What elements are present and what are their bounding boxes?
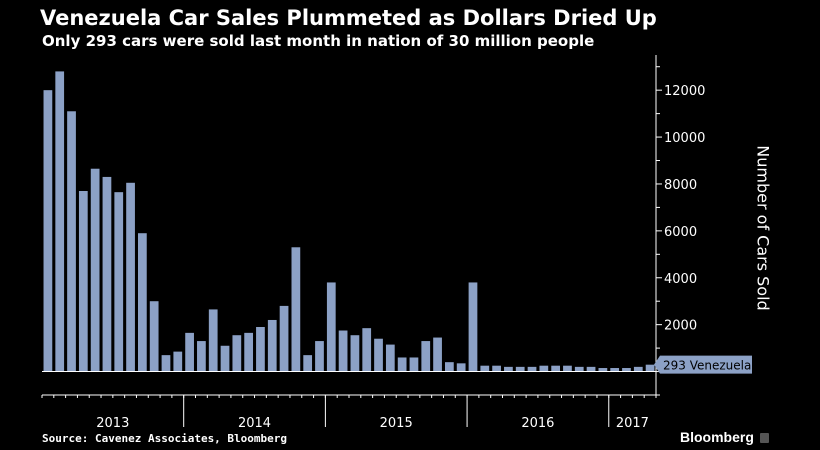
bloomberg-logo: Bloomberg xyxy=(680,429,754,445)
bar xyxy=(78,191,88,372)
bar xyxy=(445,362,454,372)
y-tick-label: 2000 xyxy=(664,319,697,334)
bar xyxy=(232,335,242,372)
bar xyxy=(326,282,336,372)
bar xyxy=(102,176,112,372)
bar xyxy=(362,328,372,372)
bar xyxy=(515,366,525,372)
bar xyxy=(161,355,171,372)
bar xyxy=(421,341,431,372)
bar xyxy=(303,355,313,372)
bar xyxy=(67,111,76,372)
y-tick-label: 8000 xyxy=(664,178,697,193)
bar xyxy=(610,368,620,372)
bar xyxy=(114,192,124,372)
bar xyxy=(551,365,561,372)
y-tick-label: 10000 xyxy=(664,131,705,146)
bar xyxy=(433,337,442,372)
bar xyxy=(574,366,584,372)
bar xyxy=(291,247,301,372)
bar xyxy=(256,327,265,372)
bar xyxy=(456,363,466,372)
x-tick-label: 2016 xyxy=(521,416,554,431)
bar xyxy=(480,365,490,372)
bar xyxy=(208,309,218,372)
bar xyxy=(90,168,100,372)
y-tick-label: 12000 xyxy=(664,84,705,99)
bar xyxy=(622,368,631,372)
bar xyxy=(409,357,419,372)
bar xyxy=(244,332,254,372)
bar xyxy=(43,90,53,372)
y-tick-label: 4000 xyxy=(664,272,697,287)
bar xyxy=(220,345,230,372)
bar xyxy=(374,338,383,372)
bar xyxy=(338,330,348,372)
bloomberg-chart-icon xyxy=(760,433,769,443)
bar xyxy=(279,305,289,372)
bar xyxy=(315,341,324,372)
callout-box xyxy=(654,355,752,374)
x-tick-label: 2015 xyxy=(380,416,413,431)
bar xyxy=(138,233,147,372)
y-tick-label: 6000 xyxy=(664,225,697,240)
bar xyxy=(397,357,407,372)
bar xyxy=(267,319,277,372)
source-note: Source: Cavenez Associates, Bloomberg xyxy=(42,432,288,445)
bar xyxy=(468,282,478,372)
bar xyxy=(173,351,183,372)
y-axis-label: Number of Cars Sold xyxy=(753,145,773,311)
bar xyxy=(350,335,360,372)
bar xyxy=(527,366,537,372)
x-tick-label: 2017 xyxy=(616,416,649,431)
bar xyxy=(492,365,501,372)
x-tick-label: 2014 xyxy=(238,416,271,431)
x-tick-label: 2013 xyxy=(96,416,129,431)
chart-subtitle: Only 293 cars were sold last month in na… xyxy=(42,32,595,50)
bar xyxy=(598,368,608,372)
chart-title: Venezuela Car Sales Plummeted as Dollars… xyxy=(40,6,657,30)
bar xyxy=(586,366,596,372)
bar xyxy=(645,364,655,372)
bar xyxy=(126,182,135,372)
bar xyxy=(149,301,159,372)
bar xyxy=(197,341,206,372)
bar xyxy=(55,71,65,372)
bar xyxy=(185,332,194,372)
callout-293: 293 Venezuela xyxy=(654,355,752,374)
bar xyxy=(563,365,572,372)
bar xyxy=(633,366,643,372)
callout-label: 293 Venezuela xyxy=(663,359,751,373)
bar xyxy=(504,366,513,372)
bar xyxy=(385,344,395,372)
bar xyxy=(539,365,549,372)
